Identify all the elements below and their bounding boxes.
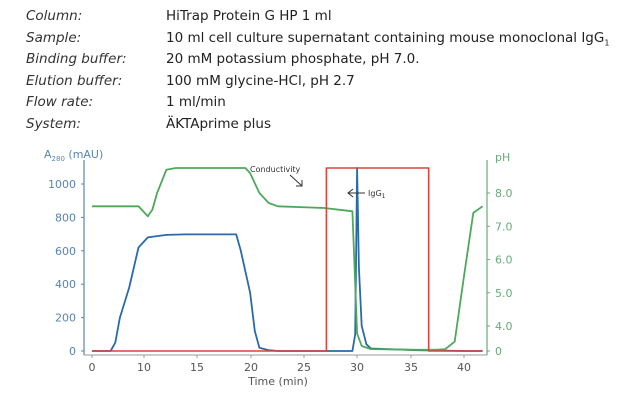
x-tick-label: 40 bbox=[457, 361, 471, 374]
y-tick-label: 200 bbox=[55, 312, 76, 325]
conductivity-annotation: Conductivity bbox=[250, 165, 301, 174]
igg-annotation: IgG1 bbox=[368, 189, 386, 200]
y2-tick-label: 5.0 bbox=[495, 287, 513, 300]
y2-tick-label: 8.0 bbox=[495, 187, 513, 200]
meta-row-sample: Sample: 10 ml cell culture supernatant c… bbox=[26, 28, 609, 50]
meta-value: 20 mM potassium phosphate, pH 7.0. bbox=[166, 51, 420, 67]
meta-row-elution-buffer: Elution buffer: 100 mM glycine-HCl, pH 2… bbox=[26, 71, 609, 93]
meta-value-text: 10 ml cell culture supernatant containin… bbox=[166, 29, 605, 46]
y2-tick-label: 4.0 bbox=[495, 320, 513, 333]
y-tick-label: 800 bbox=[55, 211, 76, 224]
meta-row-binding-buffer: Binding buffer: 20 mM potassium phosphat… bbox=[26, 49, 609, 71]
y-tick-label: 600 bbox=[55, 245, 76, 258]
conductivity-trace bbox=[92, 167, 483, 352]
meta-label: Sample: bbox=[26, 29, 82, 46]
y-tick-label: 1000 bbox=[48, 178, 76, 191]
meta-label: Column: bbox=[26, 8, 83, 24]
y2-tick-label: 7.0 bbox=[495, 220, 513, 233]
arrow-head-icon bbox=[296, 180, 303, 187]
a280-trace bbox=[92, 167, 483, 352]
x-tick-label: 15 bbox=[190, 361, 204, 374]
y-axis-label: A280 (mAU) bbox=[44, 148, 103, 163]
arrow-head-icon bbox=[347, 188, 354, 198]
meta-label: Flow rate: bbox=[26, 94, 94, 110]
meta-label: Binding buffer: bbox=[26, 51, 127, 67]
meta-label: Elution buffer: bbox=[26, 72, 123, 89]
x-tick-label: 25 bbox=[297, 361, 311, 374]
ph-trace bbox=[92, 167, 484, 351]
x-tick-label: 0 bbox=[89, 361, 96, 374]
meta-row-flow-rate: Flow rate: 1 ml/min bbox=[26, 92, 609, 114]
y2-tick-label: 0 bbox=[495, 345, 502, 358]
x-tick-label: 30 bbox=[350, 361, 364, 374]
meta-value: ÄKTAprime plus bbox=[166, 115, 272, 132]
conductivity-arrow bbox=[289, 174, 303, 187]
meta-value: HiTrap Protein G HP 1 ml bbox=[166, 8, 332, 24]
y-tick-label: 0 bbox=[69, 345, 76, 358]
x-tick-label: 20 bbox=[244, 361, 258, 374]
meta-row-column: Column: HiTrap Protein G HP 1 ml bbox=[26, 6, 609, 28]
meta-row-system: System: ÄKTAprime plus bbox=[26, 114, 609, 136]
y2-axis-label: pH bbox=[495, 151, 510, 164]
x-tick-label: 10 bbox=[137, 361, 151, 374]
y-tick-label: 400 bbox=[55, 278, 76, 291]
x-tick-label: 35 bbox=[404, 361, 418, 374]
x-axis-label: Time (min) bbox=[247, 375, 308, 388]
method-info: Column: HiTrap Protein G HP 1 ml Sample:… bbox=[26, 6, 609, 135]
y2-tick-label: 6.0 bbox=[495, 254, 513, 267]
meta-value: 10 ml cell culture supernatant containin… bbox=[166, 28, 609, 50]
meta-label: System: bbox=[26, 115, 81, 132]
meta-value: 1 ml/min bbox=[166, 94, 226, 110]
meta-value: 100 mM glycine-HCl, pH 2.7 bbox=[166, 72, 355, 89]
subscript: 1 bbox=[604, 38, 610, 48]
